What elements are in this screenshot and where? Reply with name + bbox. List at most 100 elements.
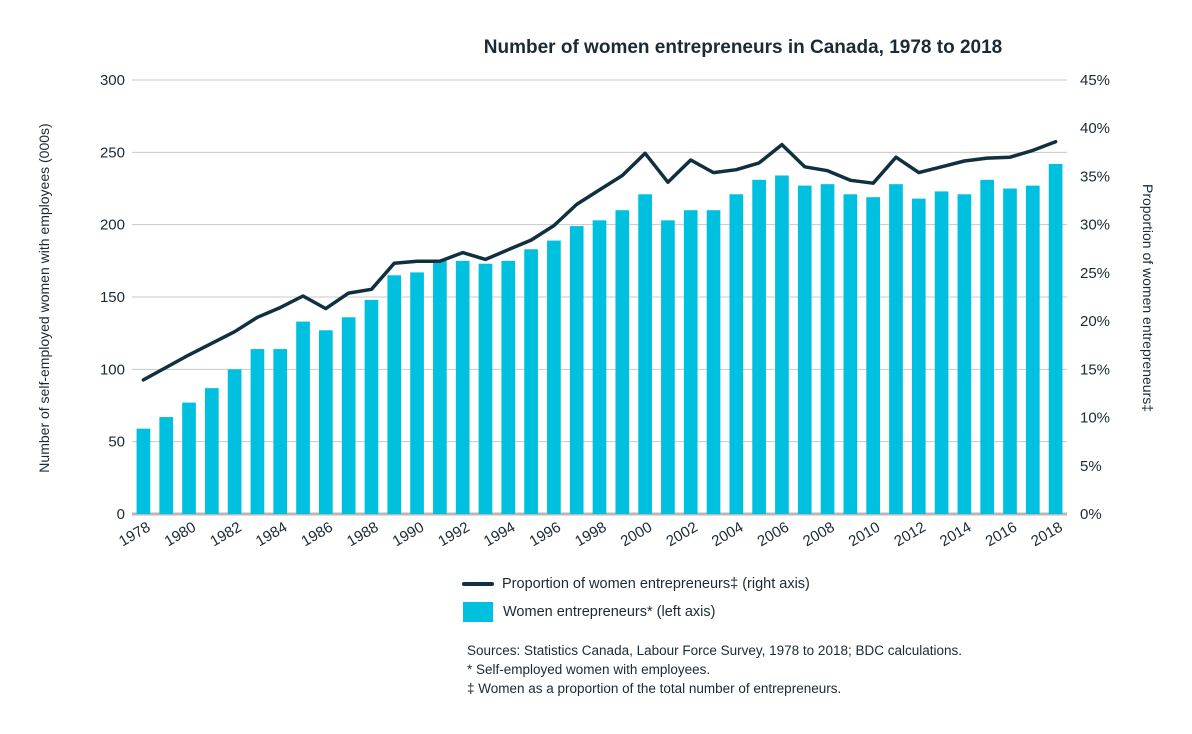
bar	[547, 240, 561, 514]
x-tick-label: 2002	[663, 519, 700, 550]
bar	[455, 260, 470, 514]
x-tick-label: 1978	[116, 519, 153, 550]
x-tick-label: 1992	[435, 519, 472, 550]
x-tick-label: 1986	[298, 519, 335, 550]
bar	[296, 321, 310, 514]
bar	[752, 179, 766, 514]
footnote-double-dagger: ‡ Women as a proportion of the total num…	[467, 681, 842, 696]
bar	[911, 198, 926, 515]
bar	[433, 260, 447, 514]
legend-line-label: Proportion of women entrepreneurs‡ (righ…	[502, 576, 810, 592]
bar	[341, 317, 356, 514]
left-tick-label: 50	[108, 434, 125, 451]
bar	[820, 184, 835, 514]
left-tick-label: 300	[100, 72, 125, 89]
right-tick-label: 25%	[1080, 265, 1110, 282]
x-tick-label: 1990	[390, 519, 427, 550]
bar	[204, 388, 219, 514]
bar	[364, 299, 379, 514]
right-axis-title: Proportion of women entrepreneurs‡	[1140, 184, 1156, 412]
x-tick-label: 1998	[572, 519, 609, 550]
x-tick-label: 1982	[207, 519, 244, 550]
left-tick-label: 0	[117, 506, 125, 523]
legend-bar-swatch	[463, 602, 493, 622]
sources-text: Sources: Statistics Canada, Labour Force…	[467, 643, 963, 658]
bar	[501, 260, 516, 514]
bar	[524, 249, 538, 514]
bar	[615, 210, 630, 514]
right-axis-ticks: 0% 5% 10% 15% 20% 25% 30% 35% 40% 45%	[1080, 72, 1110, 523]
right-tick-label: 30%	[1080, 217, 1110, 234]
x-tick-label: 2016	[983, 519, 1020, 550]
bar	[569, 226, 584, 514]
legend: Proportion of women entrepreneurs‡ (righ…	[462, 572, 810, 628]
x-tick-label: 2018	[1028, 519, 1065, 550]
x-tick-label: 2000	[618, 519, 655, 550]
bar	[934, 191, 949, 515]
left-axis-ticks: 0 50 100 150 200 250 300	[100, 72, 125, 523]
bar	[866, 197, 880, 514]
left-tick-label: 250	[100, 144, 125, 161]
right-tick-label: 40%	[1080, 120, 1110, 137]
bar	[273, 349, 288, 514]
bar	[706, 210, 721, 514]
right-tick-label: 10%	[1080, 410, 1110, 427]
x-tick-label: 2004	[709, 519, 746, 550]
bar	[775, 175, 789, 515]
right-tick-label: 45%	[1080, 72, 1110, 89]
bar	[136, 428, 151, 514]
x-tick-label: 2014	[937, 519, 974, 550]
x-tick-label: 2008	[800, 519, 837, 550]
legend-item-bar: Women entrepreneurs* (left axis)	[462, 600, 810, 624]
x-tick-label: 1988	[344, 519, 381, 550]
legend-bar-label: Women entrepreneurs* (left axis)	[503, 604, 716, 620]
bar	[1048, 163, 1063, 514]
x-tick-label: 2012	[891, 519, 928, 550]
line-series	[141, 139, 1058, 382]
left-tick-label: 100	[100, 361, 125, 378]
bar	[683, 210, 698, 514]
bar-series	[136, 163, 1063, 515]
bar	[797, 185, 812, 514]
source-notes: Sources: Statistics Canada, Labour Force…	[467, 641, 962, 698]
bar	[478, 263, 493, 514]
bar	[1025, 185, 1040, 514]
bar	[843, 194, 858, 514]
bar	[319, 330, 333, 514]
bar	[227, 369, 242, 514]
left-axis-title: Number of self-employed women with emplo…	[36, 123, 52, 472]
bar	[729, 194, 744, 514]
bar	[387, 275, 402, 514]
right-tick-label: 0%	[1080, 506, 1102, 523]
x-tick-label: 2006	[755, 519, 792, 550]
legend-line-swatch	[462, 582, 494, 586]
left-tick-label: 150	[100, 289, 125, 306]
right-tick-label: 5%	[1080, 458, 1102, 475]
chart-title: Number of women entrepreneurs in Canada,…	[484, 37, 1002, 58]
right-tick-label: 35%	[1080, 168, 1110, 185]
legend-item-line: Proportion of women entrepreneurs‡ (righ…	[462, 572, 810, 596]
right-tick-label: 20%	[1080, 313, 1110, 330]
bar	[250, 349, 265, 514]
bar	[159, 417, 174, 514]
bar	[182, 402, 196, 514]
bar	[410, 272, 424, 514]
bar	[592, 220, 607, 514]
bar	[889, 184, 903, 514]
bar	[638, 194, 652, 514]
x-tick-label: 1980	[162, 519, 199, 550]
bar	[980, 179, 995, 514]
footnote-asterisk: * Self-employed women with employees.	[467, 662, 711, 677]
proportion-line	[141, 139, 1058, 382]
bar	[957, 194, 972, 514]
x-tick-label: 2010	[846, 519, 883, 550]
bar	[661, 220, 675, 514]
left-tick-label: 200	[100, 217, 125, 234]
x-tick-label: 1994	[481, 519, 518, 550]
x-axis-ticks: 1978 1980 1982 1984 1986 1988 1990 1992 1994 1996…	[116, 519, 1066, 550]
x-tick-label: 1996	[526, 519, 563, 550]
right-tick-label: 15%	[1080, 361, 1110, 378]
x-tick-label: 1984	[253, 519, 290, 550]
bar	[1003, 188, 1017, 514]
